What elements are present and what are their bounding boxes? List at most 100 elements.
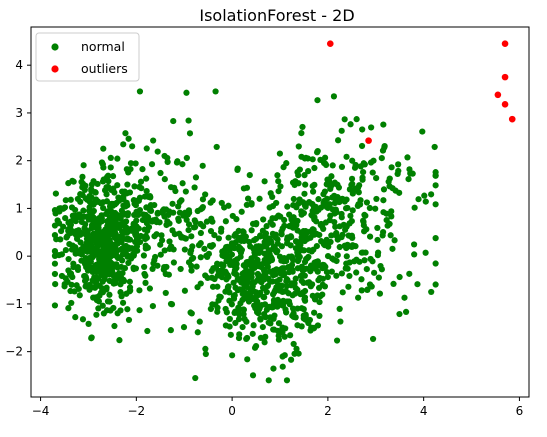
normal-point: [290, 195, 297, 203]
normal-point: [169, 200, 176, 207]
normal-point: [136, 183, 143, 191]
normal-point: [243, 318, 250, 325]
normal-point: [199, 196, 207, 203]
normal-point: [202, 345, 209, 353]
normal-point: [415, 196, 422, 203]
normal-point: [197, 240, 204, 247]
normal-point: [126, 189, 133, 196]
normal-point: [243, 334, 251, 342]
normal-point: [126, 245, 133, 252]
normal-point: [99, 256, 106, 263]
normal-point: [125, 259, 132, 267]
normal-point: [51, 302, 59, 309]
normal-point: [92, 188, 99, 196]
normal-point: [161, 263, 168, 271]
normal-point: [122, 130, 129, 137]
normal-point: [250, 322, 257, 329]
normal-point: [188, 267, 195, 274]
normal-point: [230, 262, 237, 269]
normal-point: [348, 175, 356, 182]
normal-point: [107, 154, 114, 162]
normal-point: [334, 137, 342, 144]
normal-point: [332, 231, 339, 239]
normal-point: [238, 233, 246, 241]
normal-point: [188, 233, 195, 240]
normal-point: [136, 307, 143, 314]
normal-point: [248, 227, 255, 234]
normal-point: [217, 228, 225, 235]
outlier-point: [501, 101, 509, 108]
normal-point: [343, 260, 350, 267]
normal-point: [192, 223, 199, 231]
normal-point: [301, 190, 308, 197]
normal-point: [80, 207, 87, 214]
normal-point: [318, 220, 325, 228]
normal-point: [126, 288, 133, 295]
legend-normal-marker: [51, 43, 59, 51]
normal-point: [111, 322, 118, 330]
normal-point: [378, 154, 385, 162]
normal-point: [104, 244, 111, 251]
normal-point: [287, 233, 294, 240]
normal-point: [231, 270, 238, 277]
normal-point: [214, 304, 221, 311]
normal-point: [202, 350, 209, 358]
normal-point: [186, 130, 194, 137]
normal-point: [245, 195, 252, 202]
normal-point: [143, 220, 150, 227]
normal-point: [308, 200, 315, 207]
x-axis: −4 −2 0 2 4 6: [32, 397, 523, 418]
normal-point: [125, 227, 132, 235]
normal-point: [176, 209, 184, 216]
normal-point: [113, 211, 120, 218]
normal-point: [146, 285, 153, 292]
normal-point: [142, 235, 149, 243]
normal-point: [118, 263, 125, 271]
normal-point: [79, 192, 86, 199]
normal-point: [228, 240, 236, 247]
normal-point: [396, 189, 403, 196]
normal-point: [337, 318, 344, 325]
normal-point: [249, 330, 256, 337]
normal-point: [283, 276, 290, 283]
normal-point: [239, 323, 246, 331]
normal-point: [77, 239, 84, 246]
normal-point: [80, 162, 87, 169]
normal-point: [130, 265, 137, 273]
normal-point: [265, 239, 273, 246]
normal-point: [207, 305, 214, 313]
normal-point: [254, 298, 261, 305]
normal-point: [290, 202, 297, 209]
normal-point: [295, 143, 302, 150]
normal-point: [210, 265, 217, 272]
normal-point: [279, 265, 286, 272]
normal-point: [121, 247, 128, 255]
normal-point: [290, 340, 297, 348]
normal-point: [61, 204, 69, 211]
normal-point: [301, 272, 308, 279]
normal-point: [182, 188, 189, 195]
normal-point: [61, 283, 68, 290]
normal-point: [183, 154, 190, 162]
normal-point: [260, 272, 268, 279]
normal-point: [380, 121, 387, 128]
normal-point: [225, 234, 232, 241]
normal-point: [301, 172, 308, 179]
normal-point: [243, 201, 250, 208]
normal-point: [215, 235, 222, 242]
y-tick-label: 3: [15, 106, 23, 120]
normal-point: [143, 187, 150, 195]
normal-point: [299, 234, 306, 242]
normal-point: [309, 183, 316, 190]
normal-point: [197, 254, 204, 261]
normal-point: [65, 180, 72, 187]
normal-point: [265, 377, 272, 384]
normal-point: [154, 262, 161, 269]
normal-point: [81, 277, 89, 285]
normal-point: [257, 289, 264, 296]
normal-point: [167, 184, 175, 191]
normal-point: [389, 245, 396, 252]
normal-point: [359, 126, 366, 133]
normal-point: [248, 255, 255, 262]
